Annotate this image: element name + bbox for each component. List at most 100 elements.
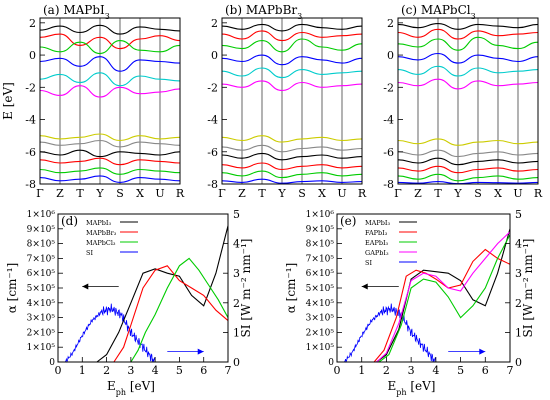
band-line: [39, 40, 181, 55]
x-tick-label: 7: [225, 364, 232, 377]
y-tick-right-label: 5: [233, 208, 240, 221]
band-line: [221, 67, 363, 79]
y-tick-left-label: 1×10⁶: [306, 210, 335, 220]
y-tick-right-label: 3: [515, 267, 522, 280]
legend-label: SI: [365, 259, 372, 267]
legend-label: GAPbI₃: [365, 249, 389, 257]
x-tick-label: 0: [55, 364, 62, 377]
absorption-axes-frame: [336, 213, 511, 363]
band-line: [397, 149, 539, 158]
band-line: [397, 52, 539, 64]
kpoint-label: Y: [277, 187, 286, 200]
si-spectrum-line: [344, 303, 437, 363]
band-line: [397, 138, 539, 146]
kpoint-label: R: [358, 187, 367, 200]
y-tick-label: -4: [383, 114, 394, 127]
kpoint-label: Y: [95, 187, 104, 200]
y-tick-left-label: 3×10⁵: [306, 314, 335, 324]
band-line: [397, 28, 539, 40]
y-tick-left-label: 0: [49, 358, 55, 368]
y-axis-right-label: SI [W m⁻² nm⁻¹]: [521, 239, 535, 338]
legend-label: MAPbBr₃: [86, 229, 117, 237]
y-axis-right-label: SI [W m⁻² nm⁻¹]: [239, 239, 253, 338]
band-line: [221, 23, 363, 32]
kpoint-label: R: [176, 187, 185, 200]
band-line: [39, 24, 181, 35]
band-line: [221, 162, 363, 171]
band-line: [221, 152, 363, 161]
band-line: [39, 175, 181, 183]
si-spectrum-line: [64, 303, 156, 363]
x-axis-label: Eph [eV]: [388, 379, 436, 397]
band-line: [39, 72, 181, 87]
kpoint-label: U: [513, 187, 522, 200]
panel-label: (e): [340, 214, 356, 228]
y-tick-left-label: 4×10⁵: [27, 299, 56, 309]
panel-label: (d): [61, 214, 78, 228]
band-line: [221, 38, 363, 53]
legend-label: SI: [86, 249, 93, 257]
band-line: [221, 80, 363, 92]
x-axis-label: Eph [eV]: [107, 379, 155, 397]
band-panel-2: 2 0 -2 -4 -6 -8Γ Z T Y S X U R (c) MAPbCl3: [383, 3, 543, 200]
x-tick-label: 6: [200, 364, 207, 377]
legend-label: EAPbI₃: [365, 239, 389, 247]
x-tick-label: 1: [79, 364, 86, 377]
legend-label: MAPbI₃: [86, 219, 111, 227]
y-tick-right-label: 2: [515, 297, 522, 310]
band-axes-frame: [39, 17, 181, 185]
kpoint-label: Y: [453, 187, 462, 200]
y-tick-left-label: 6×10⁵: [27, 269, 56, 279]
x-tick-label: 6: [482, 364, 489, 377]
y-tick-left-label: 9×10⁵: [306, 225, 335, 235]
panel-title: (a) MAPbI3: [43, 3, 110, 21]
y-tick-right-label: 2: [233, 297, 240, 310]
kpoint-label: Γ: [36, 187, 44, 200]
y-tick-label: 0: [211, 49, 218, 62]
band-line: [39, 167, 181, 175]
y-tick-left-label: 5×10⁵: [27, 284, 56, 294]
x-tick-label: 4: [432, 364, 439, 377]
band-line: [39, 149, 181, 158]
y-tick-label: -6: [383, 146, 394, 159]
y-tick-label: -2: [25, 81, 36, 94]
kpoint-label: U: [155, 187, 164, 200]
kpoint-label: Z: [56, 187, 64, 200]
absorption-series-line: [378, 234, 511, 363]
kpoint-label: Z: [414, 187, 422, 200]
x-tick-label: 7: [507, 364, 514, 377]
kpoint-label: T: [76, 187, 84, 200]
band-line: [397, 23, 539, 30]
y-tick-label: -6: [207, 146, 218, 159]
y-tick-label: -8: [207, 178, 218, 191]
band-axes-frame: [221, 17, 363, 185]
y-tick-label: -8: [25, 178, 36, 191]
band-line: [39, 133, 181, 142]
absorption-panel-0: 0 1 2 3 4 5 6 701×10⁵2×10⁵3×10⁵4×10⁵5×10⁵6×10⁵7…: [5, 208, 253, 397]
y-tick-left-label: 2×10⁵: [27, 328, 56, 338]
y-tick-left-label: 1×10⁶: [27, 210, 56, 220]
band-line: [221, 30, 363, 42]
kpoint-label: S: [116, 187, 124, 200]
y-tick-right-label: 4: [515, 238, 522, 251]
band-line: [397, 36, 539, 51]
kpoint-label: Γ: [218, 187, 226, 200]
x-tick-label: 2: [103, 364, 110, 377]
absorption-panel-1: 0 1 2 3 4 5 6 701×10⁵2×10⁵3×10⁵4×10⁵5×10⁵6×10⁵7…: [284, 208, 535, 397]
arrow-right-head: [197, 348, 204, 355]
band-line: [39, 139, 181, 148]
panel-title: (c) MAPbCl3: [401, 3, 476, 21]
y-tick-left-label: 5×10⁵: [306, 284, 335, 294]
band-line: [397, 173, 539, 182]
y-tick-left-label: 1×10⁵: [306, 343, 335, 353]
arrow-left-head: [82, 283, 89, 290]
y-tick-left-label: 2×10⁵: [306, 328, 335, 338]
y-tick-label: 2: [211, 17, 218, 30]
y-tick-label: -6: [25, 146, 36, 159]
y-tick-left-label: 8×10⁵: [27, 240, 56, 250]
y-tick-label: 0: [29, 49, 36, 62]
arrow-left-head: [361, 283, 368, 290]
y-tick-right-label: 0: [233, 356, 240, 369]
x-tick-label: 0: [334, 364, 341, 377]
y-tick-right-label: 4: [233, 238, 240, 251]
